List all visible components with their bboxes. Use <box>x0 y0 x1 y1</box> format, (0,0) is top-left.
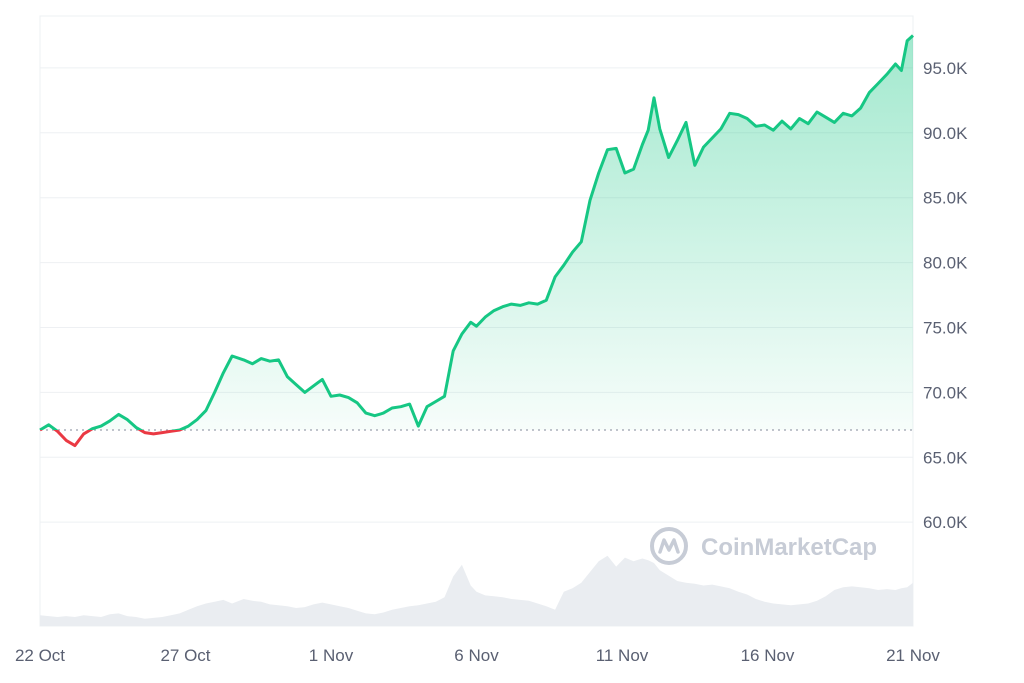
x-tick-label: 21 Nov <box>886 646 940 665</box>
watermark-text: CoinMarketCap <box>701 534 877 561</box>
x-axis: 22 Oct 27 Oct 1 Nov 6 Nov 11 Nov 16 Nov 21 Nov <box>15 646 940 665</box>
price-area-fill <box>40 35 913 430</box>
x-tick-label: 6 Nov <box>454 646 499 665</box>
y-tick-label: 75.0K <box>923 318 968 337</box>
x-tick-label: 1 Nov <box>309 646 354 665</box>
y-tick-label: 95.0K <box>923 59 968 78</box>
y-tick-label: 85.0K <box>923 189 968 208</box>
y-tick-label: 80.0K <box>923 254 968 273</box>
y-tick-label: 65.0K <box>923 448 968 467</box>
coinmarketcap-logo-icon <box>650 527 688 565</box>
x-tick-label: 27 Oct <box>160 646 210 665</box>
y-axis: 60.0K 65.0K 70.0K 75.0K 80.0K 85.0K 90.0K 95.0K <box>923 59 968 532</box>
volume-area <box>40 555 913 626</box>
watermark: CoinMarketCap <box>650 527 877 565</box>
x-tick-label: 22 Oct <box>15 646 65 665</box>
x-tick-label: 11 Nov <box>596 646 649 665</box>
x-tick-label: 16 Nov <box>741 646 795 665</box>
y-tick-label: 60.0K <box>923 513 968 532</box>
price-line-up <box>39 34 915 430</box>
coinmarketcap-logo-mark <box>658 538 680 554</box>
y-tick-label: 70.0K <box>923 383 968 402</box>
y-tick-label: 90.0K <box>923 124 968 143</box>
